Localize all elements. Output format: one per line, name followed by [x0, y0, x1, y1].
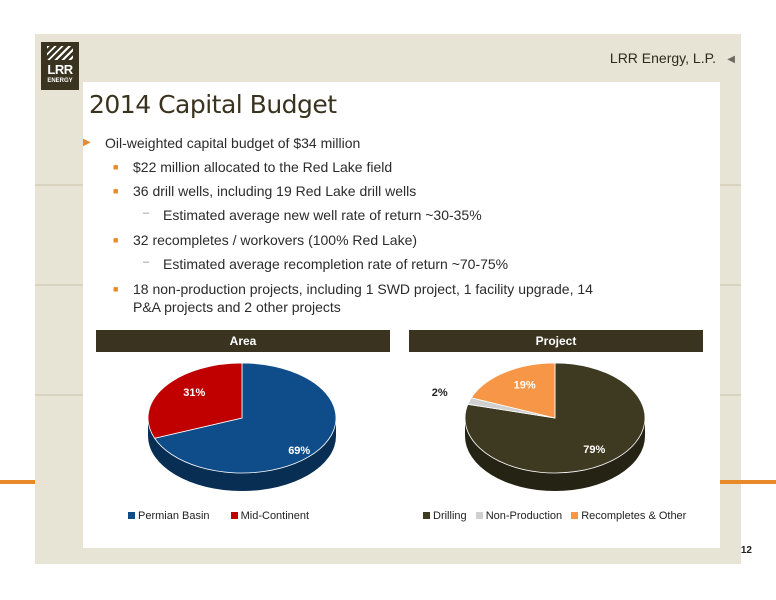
square-bullet-icon: ■ — [113, 186, 119, 196]
project-pie-chart: 79% 2% 19% — [432, 362, 646, 491]
orange-rule — [0, 480, 35, 484]
pie-slice-recompletes-other — [470, 362, 556, 419]
pie-data-label: 79% — [583, 444, 605, 456]
legend-label: Mid-Continent — [240, 510, 310, 522]
pie-slice-mid-continent — [147, 362, 243, 439]
company-logo: LRR ENERGY — [41, 42, 79, 90]
bullet-level1: Oil-weighted capital budget of $34 milli… — [105, 135, 361, 151]
square-bullet-icon: ■ — [113, 162, 119, 172]
legend-swatch — [571, 512, 579, 519]
pie-data-label: 69% — [288, 445, 310, 457]
bullet-level2: 36 drill wells, including 19 Red Lake dr… — [133, 183, 417, 199]
area-pie-chart: 69% 31% — [147, 362, 337, 491]
bullet-level2: 32 recompletes / workovers (100% Red Lak… — [133, 232, 418, 248]
dash-bullet-icon: – — [143, 256, 150, 268]
bullet-level3: Estimated average new well rate of retur… — [163, 207, 482, 223]
project-chart-header: Project — [409, 330, 703, 352]
legend-label: Drilling — [433, 510, 467, 522]
legend-label: Permian Basin — [138, 510, 210, 522]
logo-subtext: ENERGY — [47, 78, 73, 84]
triangle-left-icon: ◀ — [727, 54, 735, 65]
legend-swatch — [475, 512, 483, 519]
orange-rule — [704, 480, 776, 484]
pie-data-label: 31% — [183, 387, 205, 399]
legend-swatch — [423, 512, 430, 519]
logo-text: LRR — [47, 62, 73, 77]
legend-label: Non-Production — [485, 510, 563, 522]
legend-swatch — [230, 512, 238, 519]
square-bullet-icon: ■ — [113, 235, 119, 245]
legend-swatch — [128, 512, 135, 519]
pie-slice-permian-basin — [153, 362, 337, 474]
bullet-level2-continued: P&A projects and 2 other projects — [133, 299, 341, 315]
dash-bullet-icon: – — [143, 207, 150, 219]
pie-data-label: 19% — [514, 380, 536, 392]
area-chart-header: Area — [96, 330, 390, 352]
legend-label: Recompletes & Other — [581, 510, 687, 522]
square-bullet-icon: ■ — [113, 284, 119, 294]
page-title: 2014 Capital Budget — [89, 90, 337, 119]
company-name: LRR Energy, L.P. — [609, 50, 716, 66]
triangle-bullet-icon: ▶ — [83, 137, 91, 148]
bullet-level2: $22 million allocated to the Red Lake fi… — [133, 159, 393, 175]
project-legend: Drilling Non-Production Recompletes & Ot… — [423, 510, 686, 522]
area-legend: Permian Basin Mid-Continent — [128, 510, 309, 522]
bullet-level3: Estimated average recompletion rate of r… — [163, 256, 509, 272]
pie-data-label: 2% — [432, 387, 448, 399]
page-number: 12 — [740, 545, 752, 556]
bullet-level2: 18 non-production projects, including 1 … — [133, 281, 593, 297]
logo-icon — [47, 46, 73, 60]
